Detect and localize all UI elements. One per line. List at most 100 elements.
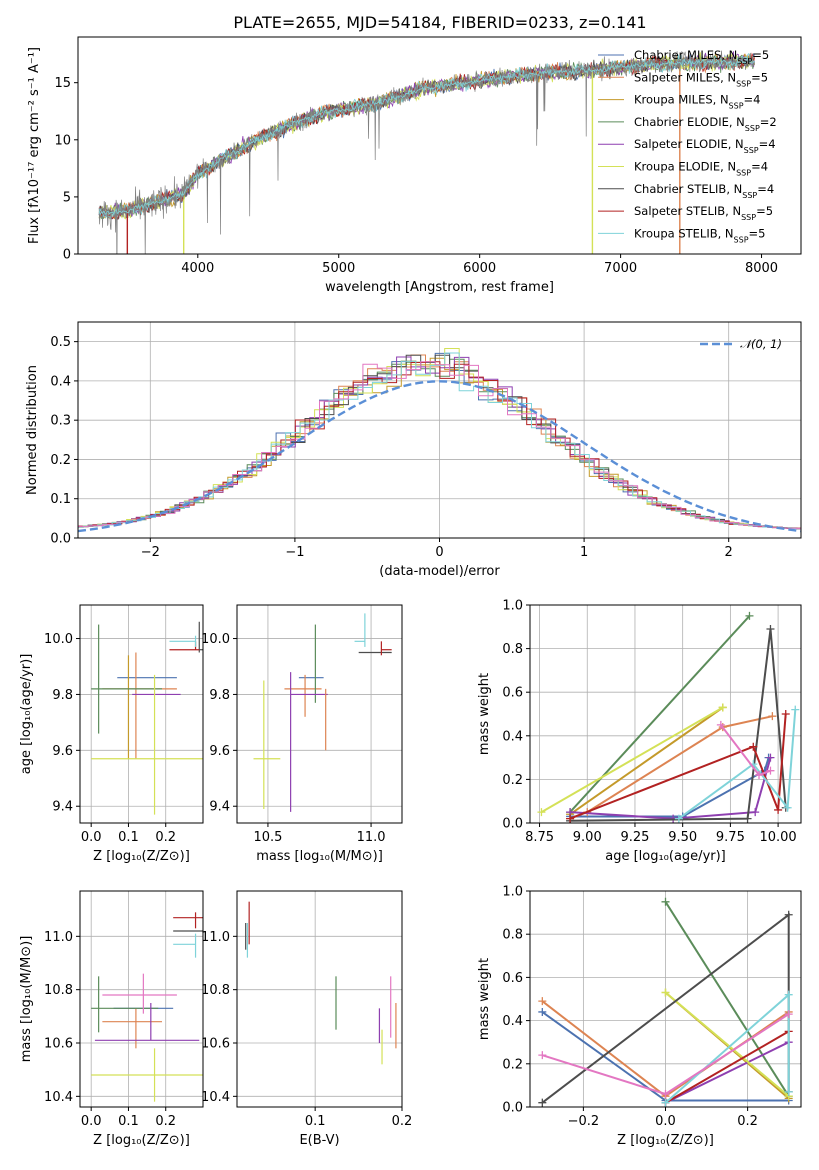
series-line <box>664 991 790 1097</box>
data-point-marker <box>781 710 790 718</box>
x-axis-label: mass [log₁₀(M/M⊙)] <box>256 849 383 864</box>
error-bars <box>253 613 392 812</box>
x-axis-label: wavelength [Angstrom, rest frame] <box>325 280 554 295</box>
x-tick-label: 1 <box>580 545 588 560</box>
y-tick-label: 10.6 <box>201 1037 230 1052</box>
y-tick-label: 0.2 <box>502 773 523 788</box>
series-line <box>541 706 724 813</box>
legend-entry: Chabrier ELODIE, NSSP=2 <box>634 115 777 132</box>
legend-entry: Chabrier STELIB, NSSP=4 <box>634 182 774 200</box>
y-tick-label: 0.0 <box>502 1101 523 1116</box>
series-line <box>570 757 772 820</box>
data-point-marker <box>661 1090 670 1099</box>
y-tick-label: 10.0 <box>44 632 73 647</box>
x-tick-label: −2 <box>141 545 160 560</box>
x-axis-label: Z [log₁₀(Z/Z⊙)] <box>617 1133 714 1148</box>
series-line <box>665 1041 790 1104</box>
x-tick-label: 0.2 <box>392 1114 413 1129</box>
residual-histogram-panel: −2 −1 0 1 2 0.0 0.1 0.2 0.3 0.4 0.5 (data-model)/er… <box>25 321 802 579</box>
y-tick-label: 0.1 <box>50 492 71 507</box>
legend-entry: Chabrier MILES, NSSP=5 <box>634 48 769 66</box>
x-axis-label: age [log₁₀(age/yr)] <box>605 849 726 864</box>
data-point-marker <box>538 1098 547 1107</box>
age-vs-mass-panel: 10.5 11.0 9.4 9.6 9.8 10.0 mass [log₁₀(M/M⊙)] <box>201 604 403 864</box>
x-tick-label: 0.1 <box>118 830 139 845</box>
data-point-marker <box>766 753 775 762</box>
x-tick-label: 9.00 <box>573 830 602 845</box>
x-tick-label: 0.1 <box>305 1114 326 1129</box>
data-point-marker <box>538 1051 547 1060</box>
x-tick-label: 0.0 <box>81 830 102 845</box>
y-tick-label: 0.0 <box>502 817 523 832</box>
x-tick-label: 9.75 <box>716 830 745 845</box>
data-point-marker <box>766 624 775 633</box>
y-tick-label: 1.0 <box>502 599 523 614</box>
y-tick-label: 0.4 <box>502 729 523 744</box>
x-tick-label: 0.0 <box>81 1114 102 1129</box>
y-tick-label: 0 <box>63 248 71 263</box>
y-tick-label: 0.4 <box>502 1014 523 1029</box>
data-point-marker <box>751 808 760 817</box>
y-tick-label: 10.8 <box>201 983 230 998</box>
spectrum-panel: 4000 5000 6000 7000 8000 0 5 10 15 wavelength [An… <box>27 36 802 295</box>
x-tick-label: 0.2 <box>155 1114 176 1129</box>
y-tick-label: 0.8 <box>502 642 523 657</box>
data-point-marker <box>537 808 546 817</box>
x-tick-label: 9.25 <box>620 830 649 845</box>
legend-entry: 𝒩(0, 1) <box>740 337 782 351</box>
data-point-marker <box>784 1087 793 1096</box>
y-axis-label: mass weight <box>477 673 492 755</box>
y-tick-label: 0.3 <box>50 414 71 429</box>
histogram-series <box>78 361 801 530</box>
data-point-marker <box>784 1010 793 1019</box>
x-tick-label: 11.0 <box>357 830 386 845</box>
axes-frame <box>79 890 204 1108</box>
axes-frame <box>77 36 802 255</box>
x-tick-label: 5000 <box>322 261 355 276</box>
x-tick-label: 10.5 <box>253 830 282 845</box>
data-point-marker <box>774 805 783 814</box>
axes-frame <box>529 890 802 1108</box>
data-point-marker <box>784 990 793 999</box>
series-line <box>664 1030 790 1104</box>
y-tick-label: 9.8 <box>52 688 73 703</box>
x-tick-label: 0.1 <box>118 1114 139 1129</box>
x-axis-label: (data-model)/error <box>379 564 500 579</box>
mass-weight-vs-age-panel: 8.75 9.00 9.25 9.50 9.75 10.00 0.0 0.2 0.4 0.6 0.8… <box>477 599 802 864</box>
data-point-marker <box>716 720 725 729</box>
y-tick-label: 9.4 <box>52 800 73 815</box>
mass-weight-lines <box>538 897 793 1107</box>
y-tick-label: 10.8 <box>44 983 73 998</box>
series-line <box>569 706 724 816</box>
x-tick-label: 2 <box>725 545 733 560</box>
figure-title: PLATE=2655, MJD=54184, FIBERID=0233, z=0… <box>233 13 646 32</box>
data-point-marker <box>768 712 777 721</box>
data-point-marker <box>674 814 683 823</box>
axes-frame <box>236 890 403 1108</box>
y-tick-label: 0.2 <box>50 453 71 468</box>
legend-entry: Kroupa MILES, NSSP=4 <box>634 93 760 111</box>
series-line <box>664 992 790 1104</box>
normal-pdf-curve <box>78 380 801 533</box>
model-spectrum-line <box>98 57 755 217</box>
data-point-marker <box>784 910 793 919</box>
y-tick-label: 11.0 <box>201 930 230 945</box>
mass-vs-ebv-panel: 0.1 0.2 10.4 10.6 10.8 11.0 E(B-V) <box>201 890 413 1148</box>
x-tick-label: −1 <box>285 545 304 560</box>
y-axis-label: age [log₁₀(age/yr)] <box>19 654 34 775</box>
y-axis-label: Flux [fλ10⁻¹⁷ erg cm⁻² s⁻¹ A⁻¹] <box>27 47 42 244</box>
y-tick-label: 9.4 <box>209 800 230 815</box>
data-point-marker <box>791 705 800 714</box>
error-bars <box>245 901 397 1065</box>
axes-frame <box>236 604 403 824</box>
y-axis-label: mass [log₁₀(M/M⊙)] <box>19 936 34 1063</box>
data-point-marker <box>566 814 575 823</box>
y-axis-label: mass weight <box>477 958 492 1040</box>
y-tick-label: 11.0 <box>44 930 73 945</box>
x-tick-label: 9.50 <box>668 830 697 845</box>
x-tick-label: 6000 <box>463 261 496 276</box>
legend-entry: Salpeter STELIB, NSSP=5 <box>634 204 773 222</box>
age-vs-metallicity-panel: 0.0 0.1 0.2 9.4 9.6 9.8 10.0 Z [log₁₀(Z/Z⊙)] age… <box>19 604 204 864</box>
y-tick-label: 9.6 <box>209 744 230 759</box>
series-line <box>569 715 773 820</box>
